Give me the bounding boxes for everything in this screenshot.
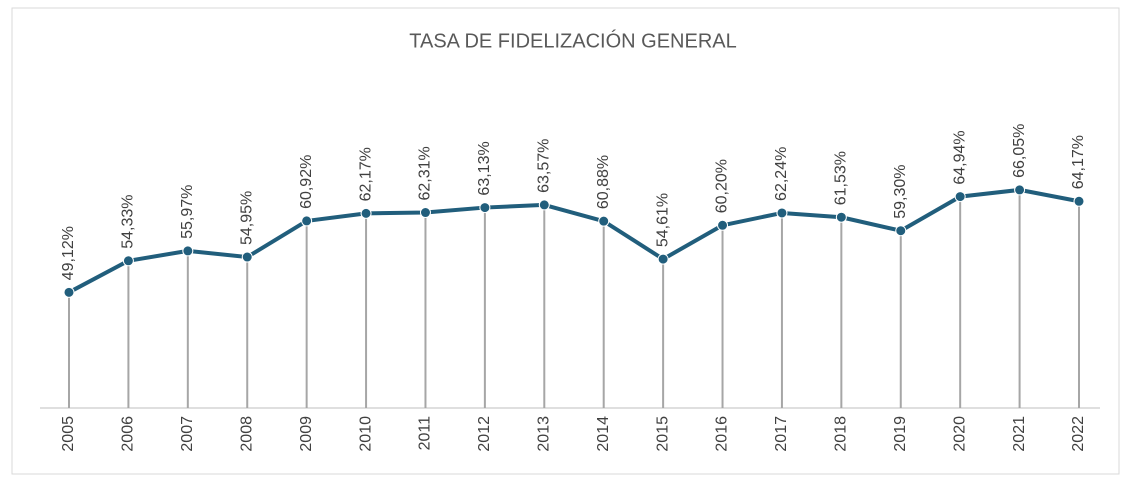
point [717,219,729,231]
data-label: 61,53% [833,151,850,205]
point [538,199,550,211]
x-tick-label: 2019 [892,416,909,452]
data-label: 59,30% [892,164,909,218]
point [122,255,134,267]
data-label: 54,33% [120,195,137,249]
data-label: 66,05% [1011,124,1028,178]
point [1073,195,1085,207]
x-tick-label: 2012 [476,416,493,452]
x-tick-label: 2005 [60,416,77,452]
data-label: 62,31% [417,146,434,200]
data-label: 55,97% [179,185,196,239]
data-label: 64,17% [1070,135,1087,189]
x-tick-label: 2011 [417,416,434,451]
data-label: 60,92% [298,155,315,209]
data-label: 63,13% [476,141,493,195]
x-tick-label: 2015 [654,416,671,452]
data-label: 54,61% [654,193,671,247]
series-line [68,187,1080,295]
point [598,215,610,227]
data-label: 62,17% [357,147,374,201]
x-tick-label: 2009 [298,416,315,452]
data-label: 60,88% [595,155,612,209]
point [63,286,75,298]
data-label: 63,57% [536,139,553,193]
point [657,253,669,265]
x-tick-label: 2006 [120,416,137,452]
x-tick-label: 2007 [179,416,196,452]
point [776,207,788,219]
point [301,215,313,227]
point [1014,184,1026,196]
point [895,225,907,237]
x-tick-label: 2014 [595,416,612,452]
x-tick-label: 2008 [238,416,255,452]
x-tick-label: 2017 [773,416,790,452]
data-label: 64,94% [951,130,968,184]
data-label: 62,24% [773,147,790,201]
x-tick-label: 2013 [536,416,553,452]
point [182,245,194,257]
point [835,211,847,223]
x-tick-label: 2016 [714,416,731,452]
point [479,202,491,214]
x-tick-label: 2021 [1011,416,1028,452]
x-tick-label: 2018 [833,416,850,452]
data-label: 60,20% [714,159,731,213]
x-tick-label: 2020 [951,416,968,452]
point [241,251,253,263]
point [954,191,966,203]
chart-frame [11,7,1120,475]
point [360,207,372,219]
chart-title: TASA DE FIDELIZACIÓN GENERAL [409,29,736,52]
x-tick-label: 2010 [357,416,374,452]
data-label: 54,95% [238,191,255,245]
point [419,207,431,219]
x-tick-label: 2022 [1070,416,1087,452]
data-label: 49,12% [60,226,77,280]
